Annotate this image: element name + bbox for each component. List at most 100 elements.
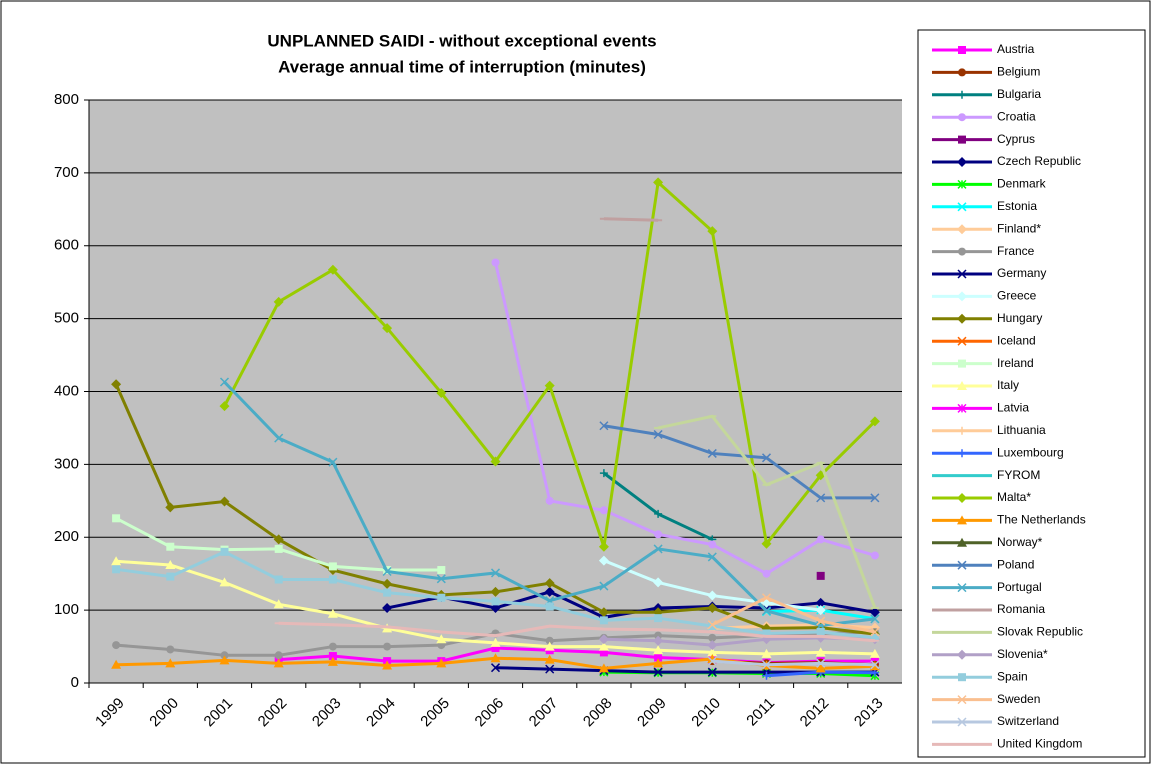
marker	[957, 649, 967, 660]
legend-label: Spain	[997, 669, 1028, 683]
marker	[958, 449, 966, 458]
legend-label: Slovenia*	[997, 647, 1048, 661]
marker	[653, 635, 664, 646]
marker	[273, 658, 284, 668]
legend-label: Poland	[997, 557, 1034, 571]
legend-label: Switzerland	[997, 714, 1059, 728]
marker	[437, 566, 446, 575]
chart-title: UNPLANNED SAIDI - without exceptional ev…	[267, 31, 656, 50]
marker	[707, 552, 717, 562]
marker	[491, 258, 500, 267]
marker	[219, 577, 230, 587]
marker	[382, 566, 392, 577]
marker	[869, 607, 880, 618]
marker	[274, 651, 283, 660]
marker	[761, 660, 772, 670]
series-line	[711, 596, 876, 634]
marker	[707, 226, 718, 237]
marker	[112, 514, 121, 523]
marker	[436, 634, 447, 644]
marker	[957, 560, 967, 570]
marker	[219, 377, 230, 387]
marker	[707, 667, 717, 677]
marker	[111, 659, 122, 669]
legend-label: Croatia	[997, 109, 1036, 123]
legend-label: Norway*	[997, 535, 1043, 549]
marker	[958, 247, 966, 256]
marker	[327, 656, 338, 666]
marker	[437, 593, 446, 602]
marker	[761, 593, 772, 603]
marker	[436, 574, 446, 584]
marker	[165, 502, 176, 513]
legend-label: Portugal	[997, 580, 1042, 594]
legend-label: Hungary	[997, 311, 1042, 325]
marker	[957, 313, 967, 324]
marker	[274, 575, 283, 584]
y-tick-label: 500	[54, 310, 79, 327]
legend-label: Slovak Republic	[997, 625, 1083, 639]
marker	[544, 654, 555, 664]
marker	[870, 614, 880, 624]
series-line	[603, 217, 659, 222]
legend-box	[917, 29, 1146, 758]
marker	[327, 264, 338, 275]
marker	[707, 620, 717, 630]
marker	[545, 636, 554, 645]
marker	[957, 179, 967, 189]
marker	[870, 627, 880, 637]
marker	[957, 583, 967, 593]
marker	[761, 606, 772, 616]
marker	[545, 664, 555, 674]
marker	[957, 537, 967, 547]
marker	[219, 401, 230, 412]
marker	[957, 695, 967, 705]
marker	[869, 648, 880, 658]
marker	[815, 605, 826, 616]
marker	[273, 599, 284, 609]
series-line	[278, 621, 876, 643]
legend-label: France	[997, 244, 1035, 258]
marker	[382, 660, 393, 670]
y-tick-label: 300	[54, 455, 79, 472]
marker	[598, 663, 609, 673]
marker	[599, 616, 608, 625]
marker	[762, 629, 771, 638]
y-tick-label: 200	[54, 528, 79, 545]
marker	[870, 633, 879, 642]
marker	[707, 656, 717, 666]
marker	[762, 569, 771, 578]
marker	[707, 640, 718, 651]
marker	[112, 565, 121, 574]
marker	[708, 540, 717, 549]
legend-label: Bulgaria	[997, 87, 1041, 101]
marker	[707, 590, 718, 601]
marker	[220, 651, 229, 660]
legend-label: Belgium	[997, 65, 1040, 79]
legend-label: Luxembourg	[997, 445, 1064, 459]
marker	[599, 648, 608, 657]
marker	[112, 641, 121, 650]
legend-label: United Kingdom	[997, 737, 1082, 751]
marker	[383, 642, 392, 651]
legend-label: Malta*	[997, 490, 1031, 504]
marker	[816, 493, 826, 503]
marker	[491, 644, 500, 653]
marker	[870, 493, 880, 503]
marker	[957, 493, 967, 503]
marker	[274, 433, 284, 443]
y-tick-label: 600	[54, 237, 79, 254]
chart-subtitle: Average annual time of interruption (min…	[278, 57, 646, 76]
marker	[328, 562, 337, 571]
marker	[761, 538, 772, 549]
marker	[382, 602, 393, 613]
legend-label: Romania	[997, 602, 1045, 616]
marker	[382, 578, 393, 589]
y-tick-label: 0	[71, 674, 79, 691]
marker	[328, 457, 338, 467]
marker	[958, 90, 966, 99]
marker	[166, 572, 175, 581]
marker	[490, 637, 501, 647]
marker	[598, 634, 609, 645]
marker	[653, 658, 664, 668]
